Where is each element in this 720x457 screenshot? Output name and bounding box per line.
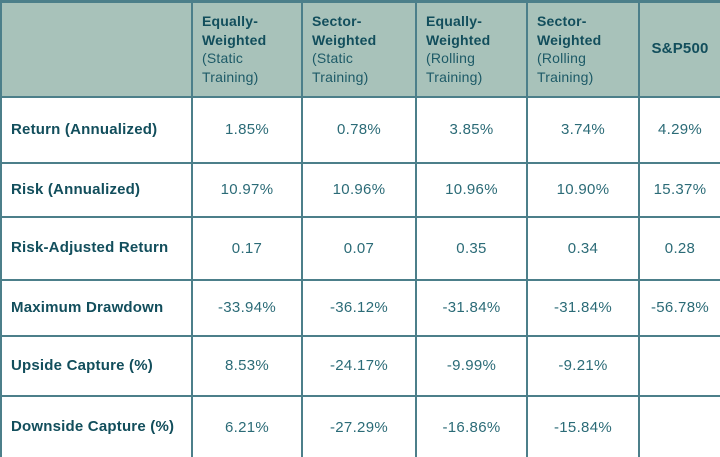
row-label-risk-annualized: Risk (Annualized) — [0, 161, 193, 218]
column-title: Equally-Weighted — [202, 13, 267, 48]
column-subtitle: (Rolling Training) — [537, 50, 594, 85]
row-label-downside-capture: Downside Capture (%) — [0, 394, 193, 457]
row-label-risk-adjusted-return: Risk-Adjusted Return — [0, 215, 193, 281]
value-cell: 0.35 — [415, 215, 528, 281]
row-label-maximum-drawdown: Maximum Drawdown — [0, 278, 193, 337]
column-header-sector-weighted-rolling: Sector-Weighted (Rolling Training) — [526, 0, 640, 98]
value-cell: 10.96% — [301, 161, 417, 218]
column-subtitle: (Rolling Training) — [426, 50, 483, 85]
table-row: Upside Capture (%) 8.53% -24.17% -9.99% … — [0, 334, 720, 397]
value-cell: -9.21% — [526, 334, 640, 397]
value-cell — [638, 334, 720, 397]
column-subtitle: (Static Training) — [312, 50, 369, 85]
table-row: Maximum Drawdown -33.94% -36.12% -31.84%… — [0, 278, 720, 337]
value-cell: 10.90% — [526, 161, 640, 218]
value-cell: 6.21% — [191, 394, 303, 457]
header-row: Equally-Weighted (Static Training) Secto… — [0, 0, 720, 98]
value-cell: 8.53% — [191, 334, 303, 397]
value-cell: 4.29% — [638, 95, 720, 164]
column-title: Sector-Weighted — [312, 13, 377, 48]
value-cell — [638, 394, 720, 457]
column-title: Equally-Weighted — [426, 13, 491, 48]
value-cell: 0.78% — [301, 95, 417, 164]
value-cell: 10.96% — [415, 161, 528, 218]
value-cell: 0.07 — [301, 215, 417, 281]
table-row: Risk-Adjusted Return 0.17 0.07 0.35 0.34… — [0, 215, 720, 281]
value-cell: -33.94% — [191, 278, 303, 337]
value-cell: -56.78% — [638, 278, 720, 337]
table-row: Downside Capture (%) 6.21% -27.29% -16.8… — [0, 394, 720, 457]
value-cell: 0.17 — [191, 215, 303, 281]
value-cell: -31.84% — [415, 278, 528, 337]
column-header-equally-weighted-rolling: Equally-Weighted (Rolling Training) — [415, 0, 528, 98]
value-cell: -24.17% — [301, 334, 417, 397]
value-cell: -9.99% — [415, 334, 528, 397]
column-header-sp500: S&P500 — [638, 0, 720, 98]
value-cell: -36.12% — [301, 278, 417, 337]
row-label-upside-capture: Upside Capture (%) — [0, 334, 193, 397]
value-cell: 0.34 — [526, 215, 640, 281]
column-title: S&P500 — [651, 40, 709, 58]
value-cell: 3.74% — [526, 95, 640, 164]
corner-cell — [0, 0, 193, 98]
value-cell: 1.85% — [191, 95, 303, 164]
value-cell: 15.37% — [638, 161, 720, 218]
value-cell: 3.85% — [415, 95, 528, 164]
value-cell: -27.29% — [301, 394, 417, 457]
column-title: Sector-Weighted — [537, 13, 602, 48]
column-subtitle: (Static Training) — [202, 50, 259, 85]
column-header-equally-weighted-static: Equally-Weighted (Static Training) — [191, 0, 303, 98]
table-row: Risk (Annualized) 10.97% 10.96% 10.96% 1… — [0, 161, 720, 218]
value-cell: -15.84% — [526, 394, 640, 457]
value-cell: 10.97% — [191, 161, 303, 218]
row-label-return-annualized: Return (Annualized) — [0, 95, 193, 164]
value-cell: 0.28 — [638, 215, 720, 281]
column-header-sector-weighted-static: Sector-Weighted (Static Training) — [301, 0, 417, 98]
table-row: Return (Annualized) 1.85% 0.78% 3.85% 3.… — [0, 95, 720, 164]
value-cell: -16.86% — [415, 394, 528, 457]
value-cell: -31.84% — [526, 278, 640, 337]
